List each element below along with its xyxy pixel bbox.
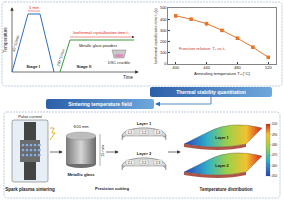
svg-text:Layer 1: Layer 1	[215, 136, 228, 140]
svg-text:Temperature distribution: Temperature distribution	[200, 187, 253, 192]
svg-text:Annealing temperature Tₐ (°C): Annealing temperature Tₐ (°C)	[194, 71, 251, 76]
svg-text:Isothermal crystallization tim: Isothermal crystallization time tₓ (s)	[154, 8, 158, 64]
svg-text:Function relation: Tₐ vs tₓ: Function relation: Tₐ vs tₓ	[179, 46, 226, 51]
svg-text:470: 470	[272, 153, 278, 157]
svg-text:2-3: 2-3	[156, 161, 161, 165]
svg-text:300: 300	[160, 28, 167, 33]
svg-text:Metallic glass powders: Metallic glass powders	[79, 44, 117, 48]
svg-text:Stage II: Stage II	[77, 64, 92, 69]
svg-text:Layer 2: Layer 2	[137, 151, 152, 156]
svg-text:400: 400	[160, 17, 167, 22]
svg-text:5 min: 5 min	[29, 5, 39, 10]
svg-text:460: 460	[272, 164, 278, 168]
svg-text:Layer 2: Layer 2	[215, 164, 228, 168]
svg-text:400: 400	[172, 65, 179, 70]
svg-text:500: 500	[160, 5, 167, 10]
svg-text:450: 450	[272, 174, 278, 178]
svg-text:Stage I: Stage I	[26, 64, 40, 69]
svg-text:200: 200	[160, 39, 167, 44]
svg-text:0: 0	[164, 61, 167, 66]
svg-text:2-1: 2-1	[128, 161, 133, 165]
svg-text:520: 520	[265, 65, 272, 70]
svg-text:480: 480	[234, 65, 241, 70]
svg-text:Layer 1: Layer 1	[137, 121, 152, 126]
svg-text:Precision cutting: Precision cutting	[95, 186, 129, 191]
svg-text:Time: Time	[123, 75, 133, 80]
svg-text:40 °C/min: 40 °C/min	[12, 35, 20, 52]
svg-text:Isothermal crystallization tim: Isothermal crystallization time tₓ	[73, 30, 130, 35]
svg-text:Metallic glass: Metallic glass	[67, 172, 95, 177]
svg-text:440: 440	[203, 65, 210, 70]
svg-text:500: 500	[272, 122, 278, 126]
svg-text:2-2: 2-2	[142, 161, 147, 165]
svg-text:1-3: 1-3	[156, 131, 161, 135]
svg-text:Spark plasma sintering: Spark plasma sintering	[5, 187, 55, 192]
svg-text:1-1: 1-1	[128, 131, 133, 135]
svg-text:100: 100	[160, 50, 167, 55]
svg-text:Φ20 mm: Φ20 mm	[73, 124, 89, 129]
svg-text:480: 480	[272, 143, 278, 147]
svg-text:DSC crucible: DSC crucible	[108, 61, 130, 65]
svg-text:15 mm: 15 mm	[101, 145, 105, 157]
svg-text:490: 490	[272, 133, 278, 137]
svg-text:Thermal stability quantitation: Thermal stability quantitation	[176, 89, 246, 95]
svg-text:1-2: 1-2	[142, 131, 147, 135]
svg-text:Temperature: Temperature	[3, 27, 8, 53]
svg-text:200 °C/min: 200 °C/min	[56, 49, 65, 67]
svg-text:Pulse current: Pulse current	[18, 114, 42, 119]
svg-text:Sintering temperature field: Sintering temperature field	[68, 101, 132, 107]
